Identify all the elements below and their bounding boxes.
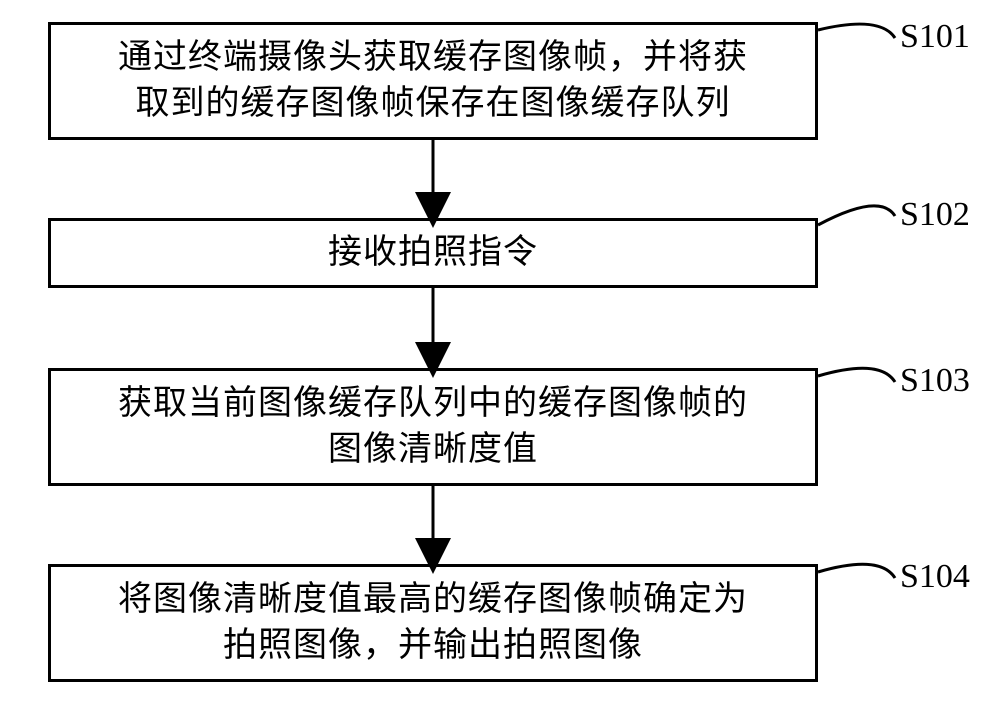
label-connector (818, 24, 895, 38)
step-label-text: S102 (900, 196, 970, 233)
label-connector (818, 564, 895, 578)
flowchart-canvas: 通过终端摄像头获取缓存图像帧，并将获 取到的缓存图像帧保存在图像缓存队列 接收拍… (0, 0, 1000, 721)
label-connector (818, 206, 895, 225)
step-label-text: S101 (900, 18, 970, 55)
step-label-text: S104 (900, 558, 970, 595)
step-label: S102 (900, 196, 970, 234)
step-label: S103 (900, 362, 970, 400)
step-label: S101 (900, 18, 970, 56)
step-label-text: S103 (900, 362, 970, 399)
node-text: 通过终端摄像头获取缓存图像帧，并将获 取到的缓存图像帧保存在图像缓存队列 (118, 35, 748, 127)
flowchart-node: 将图像清晰度值最高的缓存图像帧确定为 拍照图像，并输出拍照图像 (48, 564, 818, 682)
step-label: S104 (900, 558, 970, 596)
label-connector (818, 368, 895, 382)
node-text: 将图像清晰度值最高的缓存图像帧确定为 拍照图像，并输出拍照图像 (118, 577, 748, 669)
flowchart-node: 接收拍照指令 (48, 218, 818, 288)
node-text: 接收拍照指令 (328, 230, 538, 276)
node-text: 获取当前图像缓存队列中的缓存图像帧的 图像清晰度值 (118, 381, 748, 473)
flowchart-node: 获取当前图像缓存队列中的缓存图像帧的 图像清晰度值 (48, 368, 818, 486)
flowchart-node: 通过终端摄像头获取缓存图像帧，并将获 取到的缓存图像帧保存在图像缓存队列 (48, 22, 818, 140)
